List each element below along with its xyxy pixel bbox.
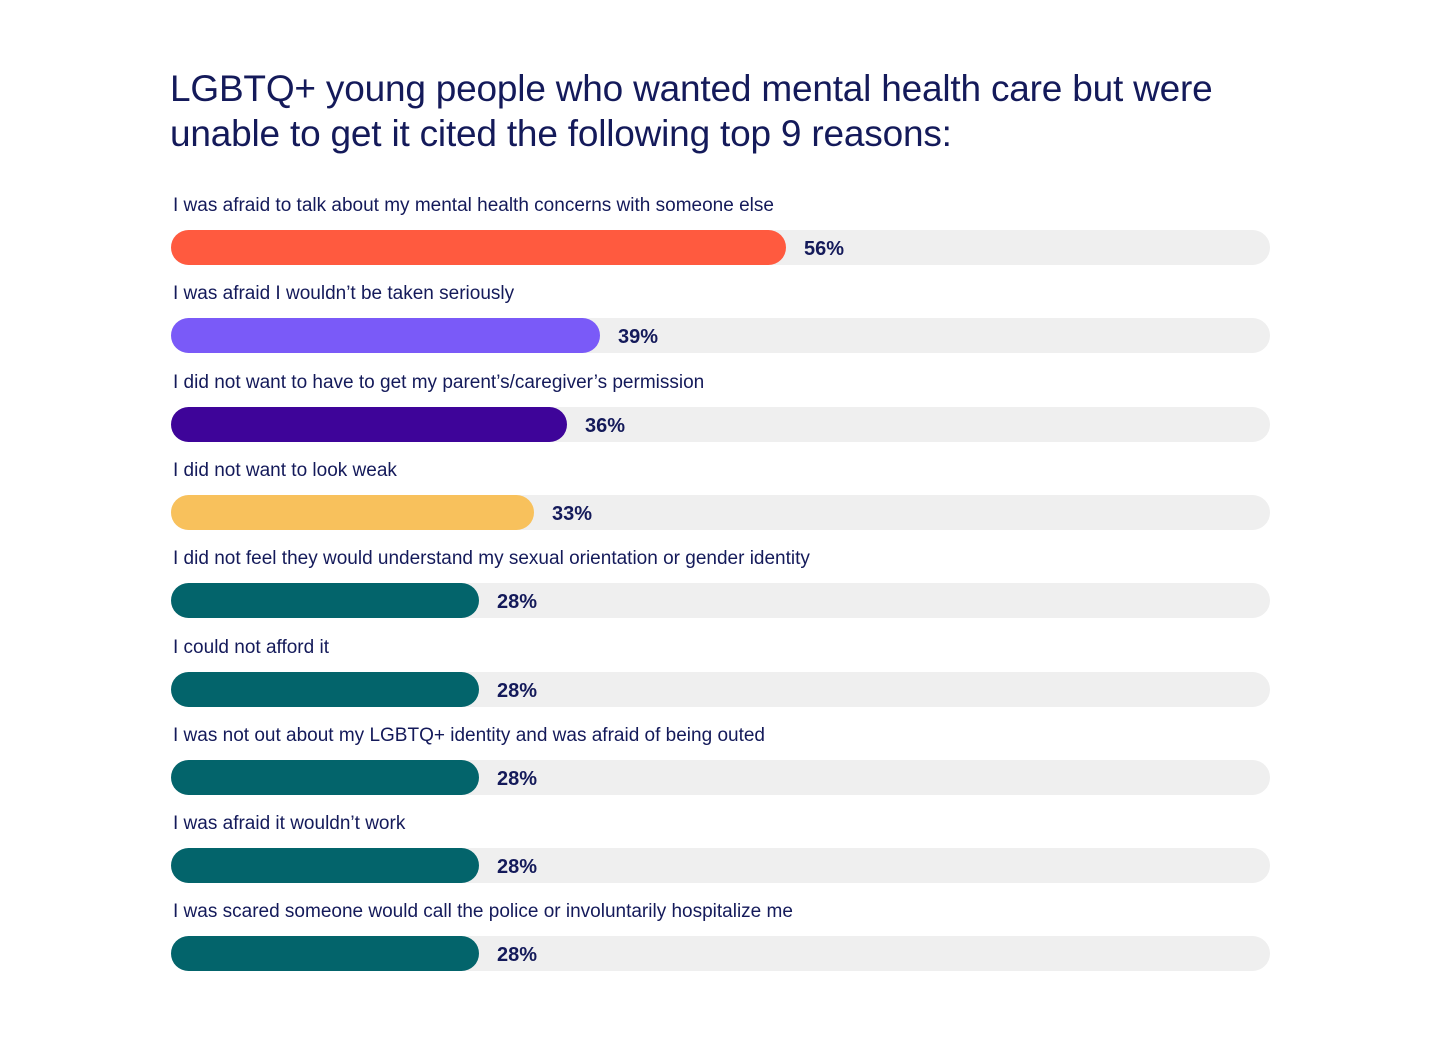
bar-category-label: I was afraid it wouldn’t work bbox=[173, 813, 406, 835]
bar-value-label: 28% bbox=[497, 856, 538, 879]
bar-value-label: 28% bbox=[497, 767, 538, 790]
bar bbox=[171, 936, 479, 972]
bar-row: I was afraid I wouldn’t be taken serious… bbox=[171, 282, 1270, 362]
bar-row: I was scared someone would call the poli… bbox=[171, 900, 1270, 980]
bar bbox=[171, 759, 479, 795]
bar-row: I did not want to have to get my parent’… bbox=[171, 371, 1270, 451]
bar-row: I was afraid it wouldn’t work 28% bbox=[171, 812, 1270, 892]
bar-category-label: I could not afford it bbox=[173, 636, 329, 658]
bar-value-label: 33% bbox=[552, 502, 593, 525]
bar bbox=[171, 494, 534, 530]
bar bbox=[171, 583, 479, 619]
bar-row: I did not want to look weak 33% bbox=[171, 459, 1270, 539]
bar-value-label: 36% bbox=[585, 414, 626, 437]
chart-title: LGBTQ+ young people who wanted mental he… bbox=[170, 68, 1213, 154]
bar-category-label: I was not out about my LGBTQ+ identity a… bbox=[173, 724, 765, 746]
bar-row: I could not afford it 28% bbox=[171, 636, 1270, 716]
bar bbox=[171, 848, 479, 884]
bar bbox=[171, 406, 567, 442]
bar bbox=[171, 230, 786, 265]
bar-value-label: 28% bbox=[497, 591, 538, 614]
bar-category-label: I was afraid to talk about my mental hea… bbox=[173, 195, 774, 216]
bar-row: I was afraid to talk about my mental hea… bbox=[171, 194, 1270, 274]
bar-value-label: 28% bbox=[497, 944, 538, 967]
bar-value-label: 39% bbox=[618, 326, 659, 349]
bar-category-label: I did not feel they would understand my … bbox=[173, 548, 810, 570]
bar-row: I was not out about my LGBTQ+ identity a… bbox=[171, 724, 1270, 804]
bar-category-label: I was scared someone would call the poli… bbox=[173, 901, 793, 923]
bar-value-label: 28% bbox=[497, 679, 538, 702]
bar-row: I did not feel they would understand my … bbox=[171, 547, 1270, 627]
bar bbox=[171, 318, 600, 354]
bar bbox=[171, 671, 479, 707]
bar-category-label: I was afraid I wouldn’t be taken serious… bbox=[173, 283, 515, 305]
bar-value-label: 56% bbox=[804, 238, 845, 260]
bar-category-label: I did not want to have to get my parent’… bbox=[173, 371, 705, 393]
bar-category-label: I did not want to look weak bbox=[173, 459, 397, 481]
